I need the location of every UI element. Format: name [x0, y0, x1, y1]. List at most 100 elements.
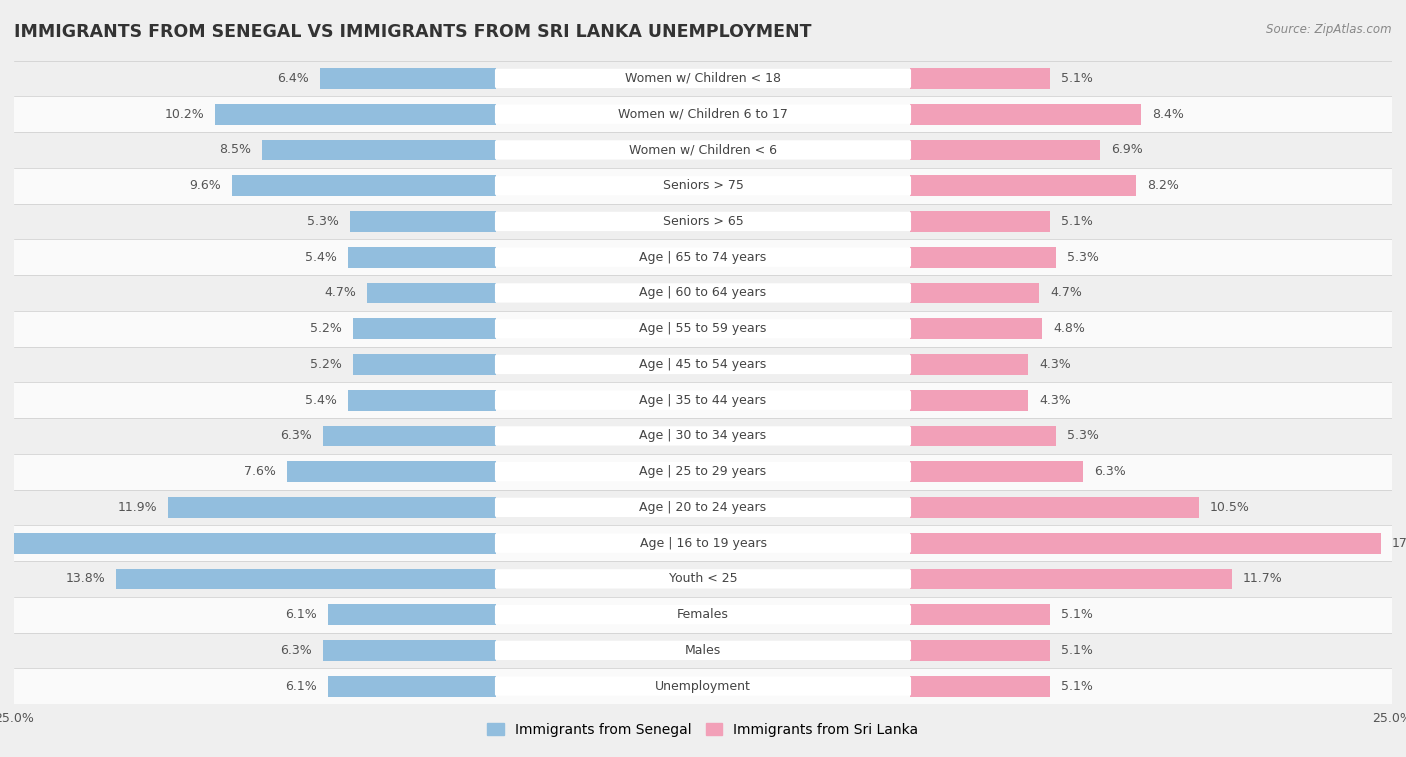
Text: 6.1%: 6.1% — [285, 608, 318, 621]
Bar — [323, 425, 496, 447]
Bar — [14, 525, 1392, 561]
Text: Age | 35 to 44 years: Age | 35 to 44 years — [640, 394, 766, 407]
Bar — [910, 640, 1050, 661]
Bar — [14, 597, 1392, 633]
Bar — [910, 211, 1050, 232]
Bar — [910, 390, 1028, 410]
Bar — [910, 247, 1056, 267]
Text: 5.3%: 5.3% — [308, 215, 339, 228]
Text: Age | 45 to 54 years: Age | 45 to 54 years — [640, 358, 766, 371]
Bar — [910, 282, 1039, 304]
Bar — [910, 139, 1099, 160]
Bar — [287, 461, 496, 482]
Text: 4.7%: 4.7% — [1050, 286, 1083, 300]
Bar — [347, 390, 496, 410]
Text: IMMIGRANTS FROM SENEGAL VS IMMIGRANTS FROM SRI LANKA UNEMPLOYMENT: IMMIGRANTS FROM SENEGAL VS IMMIGRANTS FR… — [14, 23, 811, 41]
Bar — [14, 382, 1392, 418]
FancyBboxPatch shape — [495, 534, 911, 553]
FancyBboxPatch shape — [495, 248, 911, 266]
Bar — [14, 668, 1392, 704]
Bar — [232, 176, 496, 196]
Bar — [14, 168, 1392, 204]
Text: 10.2%: 10.2% — [165, 107, 204, 120]
FancyBboxPatch shape — [495, 426, 911, 446]
Text: Unemployment: Unemployment — [655, 680, 751, 693]
Text: Age | 60 to 64 years: Age | 60 to 64 years — [640, 286, 766, 300]
Text: 8.5%: 8.5% — [219, 143, 252, 157]
FancyBboxPatch shape — [495, 569, 911, 588]
FancyBboxPatch shape — [495, 605, 911, 625]
Bar — [14, 347, 1392, 382]
Bar — [910, 104, 1142, 125]
Legend: Immigrants from Senegal, Immigrants from Sri Lanka: Immigrants from Senegal, Immigrants from… — [482, 717, 924, 742]
Text: Age | 55 to 59 years: Age | 55 to 59 years — [640, 322, 766, 335]
FancyBboxPatch shape — [495, 640, 911, 660]
Text: 5.4%: 5.4% — [305, 251, 336, 263]
Text: Women w/ Children 6 to 17: Women w/ Children 6 to 17 — [619, 107, 787, 120]
Text: 9.6%: 9.6% — [188, 179, 221, 192]
Text: 10.5%: 10.5% — [1211, 501, 1250, 514]
Bar — [14, 239, 1392, 275]
FancyBboxPatch shape — [495, 140, 911, 160]
FancyBboxPatch shape — [495, 104, 911, 124]
Text: 8.4%: 8.4% — [1152, 107, 1184, 120]
Bar — [117, 569, 496, 589]
Text: 11.7%: 11.7% — [1243, 572, 1282, 585]
Text: 13.8%: 13.8% — [65, 572, 105, 585]
FancyBboxPatch shape — [495, 677, 911, 696]
Bar — [14, 561, 1392, 597]
Bar — [321, 68, 496, 89]
Bar — [347, 247, 496, 267]
Text: 6.3%: 6.3% — [1094, 465, 1126, 478]
Text: 5.1%: 5.1% — [1062, 644, 1092, 657]
FancyBboxPatch shape — [495, 462, 911, 481]
Bar — [14, 418, 1392, 453]
Text: 5.3%: 5.3% — [1067, 429, 1098, 442]
Text: 5.4%: 5.4% — [305, 394, 336, 407]
Bar — [14, 311, 1392, 347]
Bar — [14, 275, 1392, 311]
Text: 4.3%: 4.3% — [1039, 358, 1071, 371]
Text: 6.4%: 6.4% — [277, 72, 309, 85]
Bar — [910, 533, 1381, 553]
FancyBboxPatch shape — [495, 283, 911, 303]
Text: Seniors > 65: Seniors > 65 — [662, 215, 744, 228]
Text: Women w/ Children < 6: Women w/ Children < 6 — [628, 143, 778, 157]
Bar — [262, 139, 496, 160]
Bar — [14, 453, 1392, 490]
Bar — [14, 61, 1392, 96]
Text: 5.2%: 5.2% — [311, 322, 342, 335]
Bar — [350, 211, 496, 232]
Text: Seniors > 75: Seniors > 75 — [662, 179, 744, 192]
Text: Males: Males — [685, 644, 721, 657]
FancyBboxPatch shape — [495, 319, 911, 338]
Text: Age | 30 to 34 years: Age | 30 to 34 years — [640, 429, 766, 442]
FancyBboxPatch shape — [495, 69, 911, 88]
Bar — [353, 354, 496, 375]
Bar — [215, 104, 496, 125]
Text: 4.7%: 4.7% — [323, 286, 356, 300]
Bar — [0, 533, 496, 553]
Bar — [910, 497, 1199, 518]
Bar — [910, 68, 1050, 89]
Bar — [323, 640, 496, 661]
Bar — [910, 569, 1232, 589]
Text: 4.3%: 4.3% — [1039, 394, 1071, 407]
Bar — [910, 461, 1083, 482]
Text: Age | 16 to 19 years: Age | 16 to 19 years — [640, 537, 766, 550]
FancyBboxPatch shape — [495, 391, 911, 410]
Bar — [14, 96, 1392, 132]
FancyBboxPatch shape — [495, 498, 911, 517]
Text: Women w/ Children < 18: Women w/ Children < 18 — [626, 72, 780, 85]
Bar — [910, 354, 1028, 375]
Bar — [910, 176, 1136, 196]
Bar — [328, 604, 496, 625]
Bar — [910, 676, 1050, 696]
Text: Females: Females — [678, 608, 728, 621]
Text: 11.9%: 11.9% — [118, 501, 157, 514]
Text: Age | 20 to 24 years: Age | 20 to 24 years — [640, 501, 766, 514]
FancyBboxPatch shape — [495, 355, 911, 374]
Text: 5.2%: 5.2% — [311, 358, 342, 371]
Text: Youth < 25: Youth < 25 — [669, 572, 737, 585]
Text: 5.3%: 5.3% — [1067, 251, 1098, 263]
